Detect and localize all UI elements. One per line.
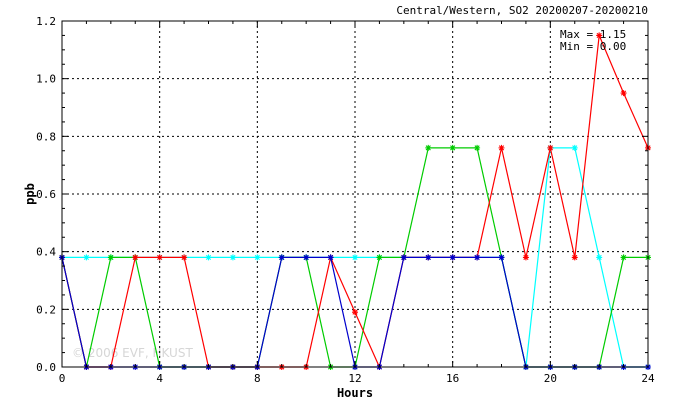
- data-point: [425, 144, 432, 151]
- y-axis-label: ppb: [23, 183, 37, 205]
- data-point: [278, 254, 285, 261]
- data-point: [571, 144, 578, 151]
- data-point: [229, 254, 236, 261]
- data-point: [596, 32, 603, 39]
- data-point: [449, 254, 456, 261]
- data-point: [596, 254, 603, 261]
- data-point: [498, 254, 505, 261]
- data-point: [400, 254, 407, 261]
- ticks: 0 4 8 12 16 20 24 0.0 0.2 0.4 0.6 0.8 1.0 1.2: [36, 15, 655, 385]
- data-point: [474, 254, 481, 261]
- data-point: [107, 254, 114, 261]
- y-tick-label: 0.8: [36, 130, 56, 143]
- y-tick-label: 0.6: [36, 188, 56, 201]
- data-point: [205, 254, 212, 261]
- data-point: [498, 144, 505, 151]
- chart-title: Central/Western, SO2 20200207-20200210: [396, 4, 648, 17]
- data-point: [620, 254, 627, 261]
- y-tick-label: 1.0: [36, 73, 56, 86]
- data-point: [376, 254, 383, 261]
- data-point: [352, 309, 358, 316]
- data-point: [522, 254, 529, 261]
- data-point: [83, 254, 90, 261]
- watermark: © 2006 EVF, HKUST: [72, 346, 193, 360]
- y-tick-label: 0.0: [36, 361, 56, 374]
- x-tick-label: 12: [348, 372, 361, 385]
- x-tick-label: 0: [59, 372, 66, 385]
- data-point: [474, 144, 481, 151]
- y-tick-label: 0.2: [36, 303, 56, 316]
- min-stat: Min = 0.00: [560, 40, 626, 53]
- x-tick-label: 20: [544, 372, 557, 385]
- x-tick-label: 16: [446, 372, 459, 385]
- data-point: [156, 254, 163, 261]
- data-point: [425, 254, 432, 261]
- x-tick-label: 24: [641, 372, 655, 385]
- max-stat: Max = 1.15: [560, 28, 626, 41]
- data-point: [181, 254, 188, 261]
- data-point: [327, 254, 334, 261]
- data-point: [132, 254, 139, 261]
- data-point: [303, 254, 310, 261]
- data-point: [352, 254, 358, 261]
- data-point: [620, 90, 627, 97]
- y-tick-label: 0.4: [36, 246, 56, 259]
- x-tick-label: 8: [254, 372, 261, 385]
- data-point: [254, 254, 261, 261]
- data-point: [547, 144, 554, 151]
- data-point: [571, 254, 578, 261]
- x-axis-label: Hours: [337, 386, 373, 400]
- data-point: [449, 144, 456, 151]
- y-tick-label: 1.2: [36, 15, 56, 28]
- x-tick-label: 4: [156, 372, 163, 385]
